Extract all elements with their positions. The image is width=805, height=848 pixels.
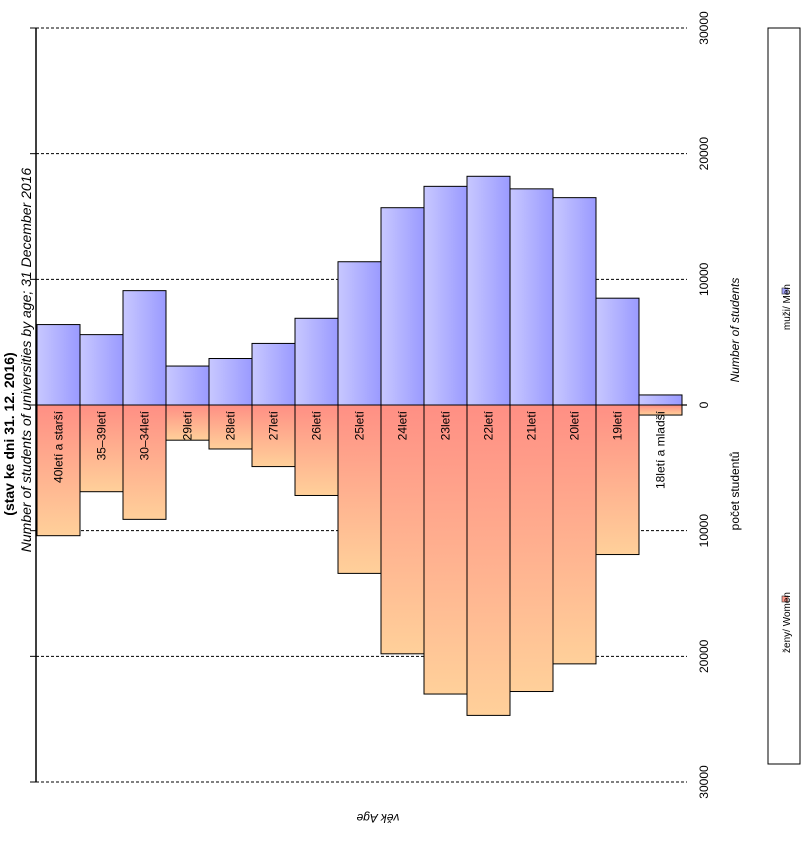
tick-label: 20000 bbox=[697, 137, 711, 171]
category-label: 30–34letí bbox=[138, 410, 152, 460]
chart-subtitle: Number of students of universities by ag… bbox=[18, 168, 34, 553]
bar-men bbox=[165, 365, 210, 406]
value-axis-title-en: Number of students bbox=[728, 278, 742, 383]
bar-women bbox=[79, 404, 124, 493]
bar-women bbox=[294, 404, 339, 496]
category-label: 22letí bbox=[482, 410, 496, 440]
tick-label: 20000 bbox=[697, 639, 711, 673]
bar-women bbox=[122, 404, 167, 520]
bar-men bbox=[36, 324, 81, 406]
legend-box bbox=[767, 27, 801, 765]
tick-label: 30000 bbox=[697, 11, 711, 45]
bar-men bbox=[251, 342, 296, 406]
bar-men bbox=[509, 188, 554, 406]
category-label: 21letí bbox=[525, 410, 539, 440]
bar-women bbox=[638, 404, 683, 416]
bar-men bbox=[380, 207, 425, 406]
bar-women bbox=[251, 404, 296, 468]
category-label: 27letí bbox=[267, 410, 281, 440]
legend-swatch-women bbox=[781, 595, 789, 603]
tick-label: 10000 bbox=[697, 262, 711, 296]
bar-women bbox=[423, 404, 468, 695]
bar-men bbox=[552, 197, 597, 406]
legend-label-men: muži/ Men bbox=[782, 284, 793, 330]
category-label: 23letí bbox=[439, 410, 453, 440]
bar-men bbox=[122, 290, 167, 406]
category-label: 35–39letí bbox=[95, 410, 109, 460]
bar-men bbox=[423, 185, 468, 406]
bar-women bbox=[165, 404, 210, 441]
bar-men bbox=[466, 175, 511, 406]
bar-men bbox=[638, 394, 683, 406]
category-label: 24letí bbox=[396, 410, 410, 440]
category-label: 28letí bbox=[224, 410, 238, 440]
category-label: 40letí a starší bbox=[52, 410, 66, 483]
legend-swatch-men bbox=[781, 287, 789, 295]
bar-men bbox=[208, 358, 253, 406]
bar-men bbox=[79, 334, 124, 406]
category-label: 25letí bbox=[353, 410, 367, 440]
bar-women bbox=[380, 404, 425, 655]
bar-women bbox=[466, 404, 511, 716]
category-label: 26letí bbox=[310, 410, 324, 440]
tick-label: 10000 bbox=[697, 514, 711, 548]
category-label: 29letí bbox=[181, 410, 195, 440]
bar-women bbox=[595, 404, 640, 556]
legend-label-women: ženy/ Women bbox=[782, 592, 793, 653]
bar-men bbox=[294, 317, 339, 406]
bar-women bbox=[552, 404, 597, 665]
bar-women bbox=[337, 404, 382, 574]
category-axis-title: věk Age bbox=[356, 811, 399, 825]
chart-title: (stav ke dni 31. 12. 2016) bbox=[1, 352, 17, 515]
tick-label: 30000 bbox=[697, 765, 711, 799]
value-axis-title-cz: počet studentů bbox=[728, 452, 742, 531]
bar-women bbox=[208, 404, 253, 450]
bar-men bbox=[337, 261, 382, 406]
category-label: 20letí bbox=[568, 410, 582, 440]
category-label: 18letí a mladší bbox=[654, 410, 668, 489]
bar-women bbox=[509, 404, 554, 693]
tick-label: 0 bbox=[697, 401, 711, 408]
bar-men bbox=[595, 297, 640, 406]
category-label: 19letí bbox=[611, 410, 625, 440]
